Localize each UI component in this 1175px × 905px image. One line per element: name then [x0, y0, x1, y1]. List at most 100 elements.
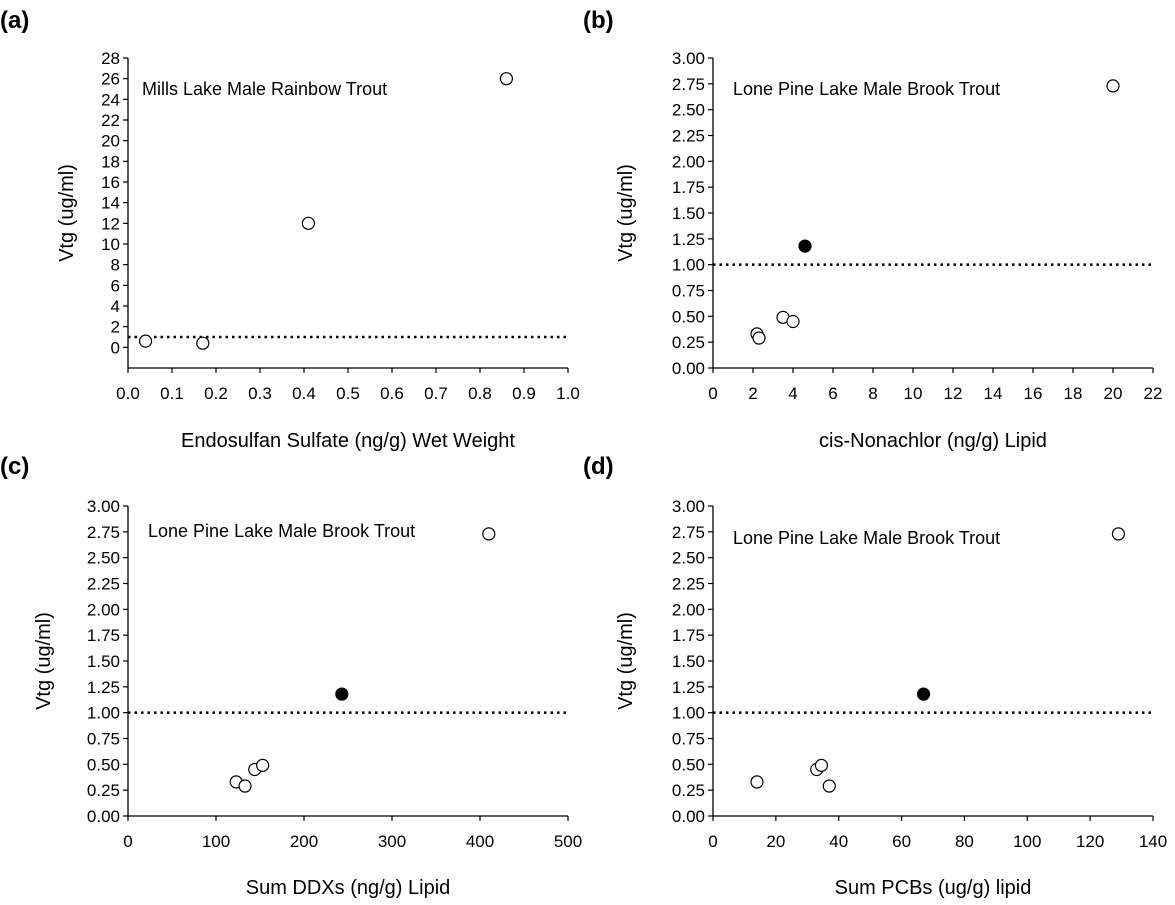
x-axis-label: Endosulfan Sulfate (ng/g) Wet Weight: [181, 430, 515, 452]
y-tick-label: 18: [101, 152, 120, 171]
y-tick-label: 2.75: [672, 75, 705, 94]
y-tick-label: 0: [111, 338, 120, 357]
x-tick-label: 12: [944, 384, 963, 403]
y-tick-label: 3.00: [672, 497, 705, 516]
x-tick-label: 0: [123, 832, 132, 851]
y-tick-label: 0.00: [87, 807, 120, 826]
x-tick-label: 80: [955, 832, 974, 851]
y-axis-label: Vtg (ug/ml): [615, 612, 637, 710]
y-tick-label: 26: [101, 70, 120, 89]
x-tick-label: 400: [466, 832, 494, 851]
x-tick-label: 0.3: [248, 384, 272, 403]
y-tick-label: 4: [111, 297, 120, 316]
x-tick-label: 0.8: [468, 384, 492, 403]
x-tick-label: 60: [892, 832, 911, 851]
x-axis-label: cis-Nonachlor (ng/g) Lipid: [819, 430, 1047, 452]
y-tick-label: 2: [111, 318, 120, 337]
x-tick-label: 500: [554, 832, 582, 851]
data-point-filled: [335, 687, 349, 701]
y-tick-label: 14: [101, 194, 120, 213]
x-tick-label: 6: [828, 384, 837, 403]
x-tick-label: 200: [290, 832, 318, 851]
y-tick-label: 0.25: [87, 781, 120, 800]
data-point-open: [256, 758, 270, 772]
y-tick-label: 22: [101, 111, 120, 130]
y-tick-label: 0.50: [672, 755, 705, 774]
y-tick-label: 1.25: [87, 678, 120, 697]
x-tick-label: 0.5: [336, 384, 360, 403]
x-tick-label: 20: [1104, 384, 1123, 403]
panel-annotation: Lone Pine Lake Male Brook Trout: [148, 521, 415, 541]
y-tick-label: 2.50: [672, 101, 705, 120]
x-tick-label: 0.0: [116, 384, 140, 403]
panel-letter: (b): [583, 7, 614, 34]
data-point-filled: [916, 687, 931, 701]
x-tick-label: 0.1: [160, 384, 184, 403]
x-tick-label: 2: [748, 384, 757, 403]
data-point-open: [196, 336, 210, 350]
y-tick-label: 1.50: [87, 652, 120, 671]
x-tick-label: 300: [378, 832, 406, 851]
y-tick-label: 2.25: [672, 575, 705, 594]
x-tick-label: 0.4: [292, 384, 316, 403]
panel-annotation: Lone Pine Lake Male Brook Trout: [733, 528, 1000, 548]
y-tick-label: 0.75: [672, 282, 705, 301]
y-tick-label: 12: [101, 214, 120, 233]
x-tick-label: 0: [708, 832, 717, 851]
y-tick-label: 2.25: [672, 127, 705, 146]
y-tick-label: 2.75: [672, 523, 705, 542]
y-tick-label: 8: [111, 256, 120, 275]
y-tick-label: 2.50: [87, 549, 120, 568]
data-point-open: [786, 314, 800, 329]
y-tick-label: 10: [101, 235, 120, 254]
x-tick-label: 40: [829, 832, 848, 851]
y-tick-label: 1.75: [672, 178, 705, 197]
y-tick-label: 0.00: [672, 807, 705, 826]
x-tick-label: 4: [788, 384, 797, 403]
x-tick-label: 140: [1139, 832, 1167, 851]
panel-b: 0.00 0.25 0.50 0.75 1.00 1.25 1.50 1.75 2.00 2.25…: [583, 7, 1162, 452]
data-point-open: [814, 758, 829, 772]
y-tick-label: 20: [101, 132, 120, 151]
panel-annotation: Mills Lake Male Rainbow Trout: [142, 79, 387, 99]
data-point-open: [752, 331, 766, 345]
x-tick-label: 0.6: [380, 384, 404, 403]
y-axis-label: Vtg (ug/ml): [615, 164, 637, 262]
y-tick-label: 3.00: [672, 49, 705, 68]
y-tick-label: 0.50: [87, 755, 120, 774]
y-tick-label: 0.75: [87, 730, 120, 749]
x-tick-label: 0.9: [512, 384, 536, 403]
y-tick-label: 16: [101, 173, 120, 192]
x-tick-label: 8: [868, 384, 877, 403]
y-tick-label: 24: [101, 90, 120, 109]
panel-c: 0.00 0.25 0.50 0.75 1.00 1.25 1.50 1.75 2.00 2.25…: [0, 453, 582, 899]
y-tick-label: 2.00: [672, 152, 705, 171]
y-tick-label: 1.00: [672, 704, 705, 723]
data-point-open: [750, 775, 764, 789]
panel-annotation: Lone Pine Lake Male Brook Trout: [733, 79, 1000, 99]
y-tick-label: 0.00: [672, 359, 705, 378]
panel-letter: (c): [0, 453, 29, 480]
data-point-open: [238, 779, 252, 793]
x-tick-label: 1.0: [556, 384, 580, 403]
y-tick-label: 2.75: [87, 523, 120, 542]
y-tick-label: 1.00: [87, 704, 120, 723]
x-axis-label: Sum DDXs (ng/g) Lipid: [246, 877, 451, 899]
x-tick-label: 120: [1076, 832, 1104, 851]
x-tick-label: 20: [766, 832, 785, 851]
data-point-filled: [798, 239, 812, 253]
y-axis-label: Vtg (ug/ml): [56, 164, 78, 262]
y-tick-label: 1.25: [672, 230, 705, 249]
x-tick-label: 100: [1013, 832, 1041, 851]
y-tick-label: 2.00: [87, 600, 120, 619]
data-point-open: [822, 779, 836, 793]
x-tick-label: 0.2: [204, 384, 228, 403]
x-tick-label: 100: [202, 832, 230, 851]
y-tick-label: 2.00: [672, 600, 705, 619]
y-tick-label: 0.25: [672, 333, 705, 352]
x-axis-label: Sum PCBs (ug/g) lipid: [835, 877, 1032, 899]
data-point-open: [301, 216, 315, 230]
x-tick-label: 22: [1144, 384, 1163, 403]
